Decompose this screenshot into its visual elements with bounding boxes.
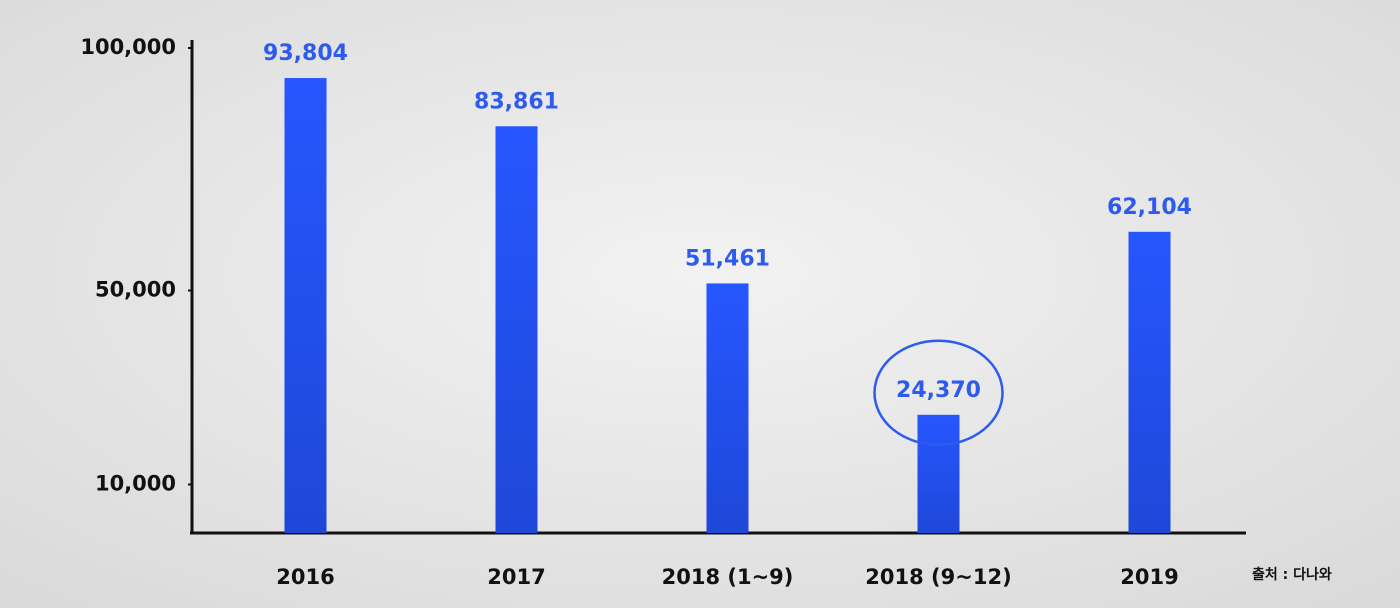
value-label: 93,804 bbox=[263, 41, 348, 66]
x-tick-label: 2017 bbox=[487, 565, 545, 589]
x-tick-label: 2016 bbox=[276, 565, 334, 589]
bar bbox=[495, 126, 538, 534]
value-label: 62,104 bbox=[1107, 195, 1192, 220]
y-tick-label: 100,000 bbox=[80, 35, 176, 59]
value-label: 24,370 bbox=[896, 378, 981, 403]
bar bbox=[706, 283, 749, 533]
y-tick-label: 10,000 bbox=[95, 472, 176, 496]
value-label: 51,461 bbox=[685, 246, 770, 271]
value-label: 83,861 bbox=[474, 89, 559, 114]
bar bbox=[1128, 231, 1171, 533]
x-tick-label: 2018 (9~12) bbox=[865, 565, 1011, 589]
bar bbox=[284, 78, 327, 533]
x-tick-label: 2018 (1~9) bbox=[662, 565, 794, 589]
x-tick-label: 2019 bbox=[1120, 565, 1178, 589]
source-note: 출처 : 다나와 bbox=[1252, 566, 1332, 583]
highlight-circle bbox=[873, 339, 1004, 447]
bar bbox=[917, 414, 960, 533]
y-tick-label: 50,000 bbox=[95, 278, 176, 302]
